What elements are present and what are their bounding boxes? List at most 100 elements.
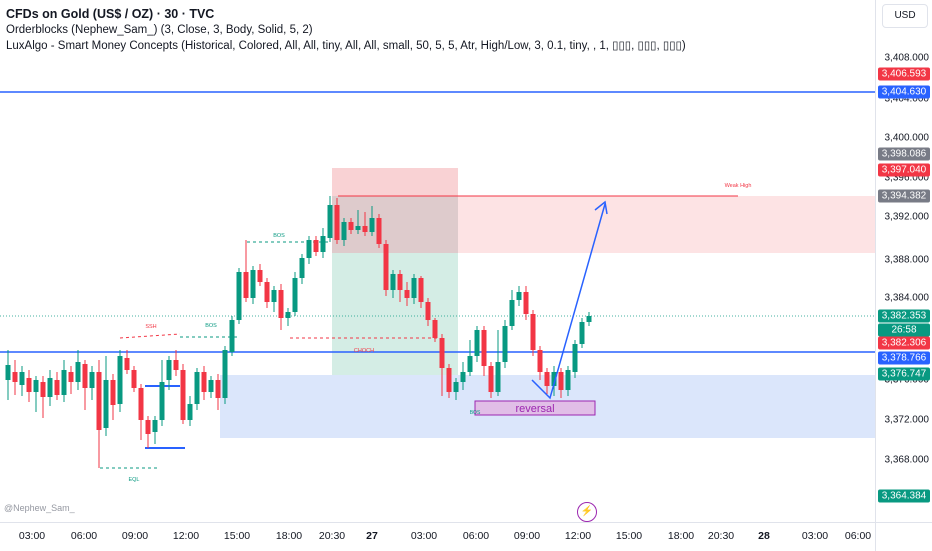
candle-body [173, 360, 179, 370]
candle-body [299, 258, 305, 278]
candle-body [264, 282, 270, 302]
candle-body [138, 388, 144, 420]
candle-body [33, 380, 39, 392]
candle-body [572, 344, 578, 372]
price-tick: 3,388.000 [884, 254, 930, 266]
candle-body [558, 372, 564, 390]
candle-body [208, 380, 214, 392]
candle-body [82, 364, 88, 388]
currency-button[interactable]: USD [882, 4, 928, 28]
price-tick: 3,372.000 [884, 414, 930, 426]
lightning-icon[interactable]: ⚡ [577, 502, 597, 522]
time-label: 06:00 [844, 530, 872, 542]
candle-body [229, 320, 235, 352]
time-label: 12:00 [564, 530, 592, 542]
time-label: 15:00 [615, 530, 643, 542]
time-label: 15:00 [223, 530, 251, 542]
candle-body [467, 356, 473, 372]
price-tick: 3,400.000 [884, 132, 930, 144]
candle-body [285, 312, 291, 318]
candle-body [222, 350, 228, 398]
candle-body [89, 372, 95, 388]
ssh-label: SSH [145, 324, 156, 330]
time-scale[interactable]: 03:00 06:00 09:00 12:00 15:00 18:00 20:30 27 03:… [0, 522, 875, 551]
price-tick: 3,408.000 [884, 52, 930, 64]
price-tick: 3,404.000 [884, 93, 930, 105]
price-label-badge: 3,404.630 [878, 85, 930, 99]
candle-body [201, 372, 207, 392]
candle-body [327, 205, 333, 238]
supply-zone [458, 196, 875, 253]
candle-body [488, 366, 494, 392]
candlestick-series[interactable] [5, 196, 592, 468]
candle-body [159, 382, 165, 420]
indicator-orderblocks[interactable]: Orderblocks (Nephew_Sam_) (3, Close, 3, … [6, 24, 313, 36]
candle-body [565, 370, 571, 390]
candle-body [250, 270, 256, 298]
short-position-target-zone [332, 253, 458, 375]
candle-body [390, 274, 396, 290]
candle-body [509, 300, 515, 326]
time-label: 03:00 [18, 530, 46, 542]
candle-body [376, 218, 382, 244]
candle-body [460, 372, 466, 382]
candle-body [586, 316, 592, 322]
reversal-label: reversal [515, 403, 554, 415]
candle-body [369, 218, 375, 232]
candle-body [418, 278, 424, 302]
candle-body [537, 350, 543, 372]
candle-body [145, 420, 151, 434]
chart-area[interactable]: reversal Weak High BOS BOS SSH CHOCH EQL… [0, 0, 875, 522]
candle-body [19, 372, 25, 385]
candle-body [523, 292, 529, 314]
scale-corner [875, 522, 932, 551]
candle-body [481, 330, 487, 366]
candle-body [551, 372, 557, 386]
candle-body [110, 380, 116, 405]
candle-body [334, 205, 340, 240]
symbol-title[interactable]: CFDs on Gold (US$ / OZ) · 30 · TVC [6, 7, 215, 21]
candle-body [313, 240, 319, 252]
candle-body [187, 404, 193, 420]
bos-label-2: BOS [205, 323, 217, 329]
price-tick: 3,392.000 [884, 211, 930, 223]
candle-body [362, 226, 368, 232]
candle-body [54, 380, 60, 395]
time-label: 06:00 [70, 530, 98, 542]
reversal-box[interactable] [474, 400, 596, 416]
author-watermark: @Nephew_Sam_ [4, 503, 75, 513]
time-label: 12:00 [172, 530, 200, 542]
candle-body [5, 365, 11, 380]
chart-canvas[interactable]: reversal Weak High BOS BOS SSH CHOCH EQL… [0, 0, 875, 522]
candle-body [194, 372, 200, 404]
price-label-badge: 3,378.766 [878, 351, 930, 365]
candle-body [166, 360, 172, 380]
projection-arrowhead [594, 200, 608, 215]
candle-body [103, 380, 109, 428]
indicator-smc[interactable]: LuxAlgo - Smart Money Concepts (Historic… [6, 40, 686, 52]
time-label: 09:00 [513, 530, 541, 542]
time-label: 03:00 [801, 530, 829, 542]
candle-body [61, 370, 67, 395]
projection-arrow[interactable] [531, 203, 606, 400]
candle-body [474, 330, 480, 356]
candle-body [495, 362, 501, 392]
candle-body [152, 420, 158, 432]
bos-label-1: BOS [273, 233, 285, 239]
candle-body [124, 358, 130, 370]
price-label-badge: 3,376.747 [878, 367, 930, 381]
candle-body [383, 244, 389, 290]
price-scale[interactable]: 3,408.000 3,404.000 3,400.000 3,396.000 3,39… [875, 0, 932, 522]
candle-body [320, 236, 326, 252]
price-label-badge: 3,382.353 [878, 309, 930, 323]
price-tick: 3,384.000 [884, 292, 930, 304]
price-label-badge: 3,397.040 [878, 163, 930, 177]
candle-body [544, 372, 550, 386]
candle-body [271, 290, 277, 302]
candle-body [278, 290, 284, 318]
bos-bottom-label: BOS [470, 410, 481, 416]
eql-label: EQL [128, 477, 139, 483]
candle-body [117, 356, 123, 404]
candle-body [530, 314, 536, 350]
candle-body [432, 320, 438, 338]
